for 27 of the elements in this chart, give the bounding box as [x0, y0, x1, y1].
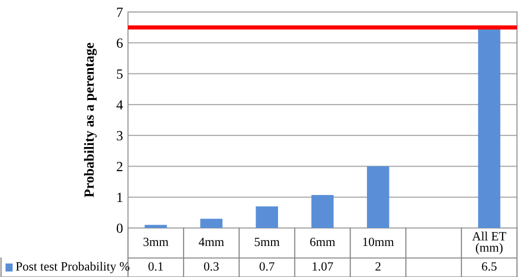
data-label: 0.7: [260, 262, 274, 271]
y-tick-label: 3: [116, 131, 123, 140]
x-tick-label: 4mm: [198, 238, 224, 246]
data-label: 0.1: [148, 262, 163, 271]
x-tick-label: 3mm: [144, 238, 168, 246]
y-tick-label: 5: [117, 69, 123, 79]
x-tick-label: All ET (mm): [472, 232, 506, 254]
legend-label: Post test Probability %: [16, 262, 130, 274]
y-tick-label: 6: [116, 38, 123, 48]
x-tick-label: 5mm: [254, 238, 280, 246]
data-label: 6.5: [482, 262, 497, 271]
bar: [256, 206, 278, 228]
y-axis-title: Probability as a perentage: [84, 42, 97, 198]
x-tick-label: 10mm: [363, 238, 394, 246]
data-label: 1.07: [312, 262, 334, 271]
y-tick-label: 1: [117, 192, 122, 202]
y-tick-label: 7: [117, 8, 123, 17]
data-label: 0.3: [204, 262, 219, 271]
x-tick-label: 6mm: [310, 238, 336, 246]
bar: [366, 166, 390, 228]
bar: [144, 224, 167, 228]
bar: [311, 194, 334, 228]
bar: [200, 218, 222, 228]
y-tick-label: 0: [116, 224, 123, 233]
y-tick-label: 2: [116, 162, 122, 172]
y-tick-label: 4: [116, 100, 123, 110]
data-label: 2: [375, 262, 381, 271]
